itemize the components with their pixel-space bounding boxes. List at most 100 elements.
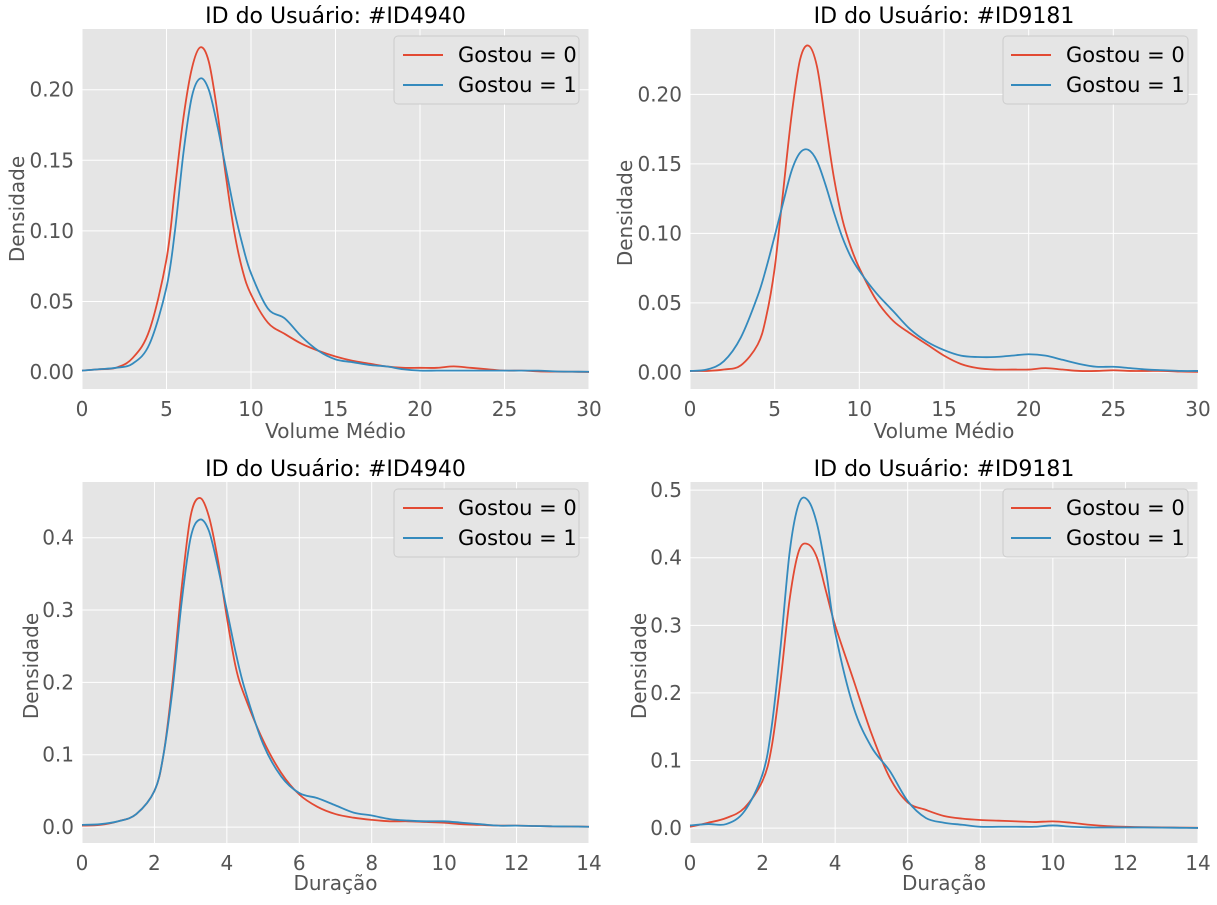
y-tick-label: 0.5 [650, 478, 682, 502]
density-line-series-1 [81, 77, 590, 373]
x-tick-label: 6 [901, 851, 914, 875]
x-axis-label: Volume Médio [874, 419, 1015, 443]
y-tick-label: 0.15 [637, 152, 682, 176]
x-tick-label: 15 [323, 397, 348, 421]
y-tick-label: 0.1 [650, 749, 682, 773]
subplot-duracao-id4940: 0 2 4 6 8 10 12 14 0.0 0.1 0.2 0.3 0.4 ID do Usuári… [19, 457, 602, 895]
y-tick-labels: 0.0 0.1 0.2 0.3 0.4 0.5 [650, 478, 682, 840]
x-tick-label: 30 [1185, 397, 1210, 421]
density-line-series-0 [81, 46, 590, 373]
legend-label-gostou-0: Gostou = 0 [458, 43, 577, 67]
x-tick-label: 30 [576, 397, 601, 421]
x-tick-label: 0 [684, 851, 697, 875]
x-tick-label: 20 [407, 397, 432, 421]
y-tick-label: 0.4 [42, 526, 74, 550]
subplot-volume-id4940: 0 5 10 15 20 25 30 0.00 0.05 0.10 0.15 0.20 ID do … [5, 4, 602, 443]
x-tick-label: 0 [76, 851, 89, 875]
x-tick-label: 8 [974, 851, 987, 875]
x-tick-label: 2 [148, 851, 161, 875]
density-lines [81, 497, 590, 828]
x-tick-label: 2 [756, 851, 769, 875]
density-lines [689, 44, 1199, 373]
y-axis-label: Densidade [19, 613, 43, 719]
y-tick-label: 0.15 [29, 148, 74, 172]
chart-title: ID do Usuário: #ID4940 [205, 457, 466, 482]
y-tick-label: 0.10 [637, 221, 682, 245]
density-line-series-1 [81, 518, 590, 828]
x-tick-label: 8 [365, 851, 378, 875]
y-tick-label: 0.1 [42, 743, 74, 767]
x-tick-label: 25 [492, 397, 517, 421]
legend: Gostou = 0 Gostou = 1 [1002, 488, 1189, 558]
legend: Gostou = 0 Gostou = 1 [393, 488, 580, 558]
grid-lines [81, 29, 590, 389]
legend-box [393, 35, 580, 105]
legend-label-gostou-0: Gostou = 0 [1066, 43, 1185, 67]
x-tick-label: 6 [293, 851, 306, 875]
legend-box [393, 488, 580, 558]
y-tick-label: 0.05 [637, 291, 682, 315]
legend-label-gostou-0: Gostou = 0 [1066, 496, 1185, 520]
y-tick-label: 0.3 [42, 598, 74, 622]
x-tick-label: 4 [829, 851, 842, 875]
x-tick-labels: 0 2 4 6 8 10 12 14 [684, 851, 1211, 875]
x-tick-label: 15 [931, 397, 956, 421]
x-tick-label: 20 [1016, 397, 1041, 421]
y-tick-label: 0.0 [42, 815, 74, 839]
legend-label-gostou-1: Gostou = 1 [1066, 73, 1185, 97]
y-tick-label: 0.2 [650, 681, 682, 705]
x-tick-label: 10 [847, 397, 872, 421]
y-tick-label: 0.10 [29, 219, 74, 243]
x-tick-label: 10 [1040, 851, 1065, 875]
density-line-series-0 [689, 542, 1199, 829]
y-tick-label: 0.2 [42, 670, 74, 694]
x-tick-label: 14 [1185, 851, 1210, 875]
chart-title: ID do Usuário: #ID9181 [814, 457, 1075, 482]
y-tick-label: 0.00 [29, 360, 74, 384]
x-tick-label: 5 [160, 397, 173, 421]
x-tick-label: 12 [504, 851, 529, 875]
x-tick-label: 25 [1101, 397, 1126, 421]
x-axis-label: Volume Médio [265, 419, 406, 443]
y-tick-labels: 0.00 0.05 0.10 0.15 0.20 [637, 82, 682, 384]
legend: Gostou = 0 Gostou = 1 [393, 35, 580, 105]
density-line-series-0 [689, 44, 1199, 373]
legend-box [1002, 488, 1189, 558]
chart-title: ID do Usuário: #ID9181 [814, 4, 1075, 29]
y-axis-label: Densidade [627, 613, 651, 719]
y-tick-labels: 0.0 0.1 0.2 0.3 0.4 [42, 526, 74, 839]
x-tick-label: 4 [220, 851, 233, 875]
y-tick-label: 0.4 [650, 546, 682, 570]
legend-label-gostou-1: Gostou = 1 [1066, 526, 1185, 550]
x-tick-labels: 0 2 4 6 8 10 12 14 [76, 851, 602, 875]
density-lines [81, 46, 590, 373]
y-tick-label: 0.3 [650, 613, 682, 637]
legend-label-gostou-1: Gostou = 1 [458, 73, 577, 97]
x-axis-label: Duração [902, 871, 986, 895]
x-tick-label: 5 [768, 397, 781, 421]
chart-title: ID do Usuário: #ID4940 [205, 4, 466, 29]
x-tick-label: 10 [238, 397, 263, 421]
y-tick-label: 0.00 [637, 360, 682, 384]
y-axis-label: Densidade [5, 156, 29, 262]
x-tick-labels: 0 5 10 15 20 25 30 [76, 397, 602, 421]
legend-label-gostou-0: Gostou = 0 [458, 496, 577, 520]
x-tick-label: 14 [576, 851, 601, 875]
legend-label-gostou-1: Gostou = 1 [458, 526, 577, 550]
legend: Gostou = 0 Gostou = 1 [1002, 35, 1189, 105]
density-line-series-1 [689, 496, 1199, 829]
subplot-volume-id9181: 0 5 10 15 20 25 30 0.00 0.05 0.10 0.15 0.20 ID do … [613, 4, 1211, 443]
y-tick-label: 0.20 [637, 82, 682, 106]
x-tick-labels: 0 5 10 15 20 25 30 [684, 397, 1211, 421]
x-tick-label: 0 [76, 397, 89, 421]
x-tick-label: 0 [684, 397, 697, 421]
density-line-series-1 [689, 148, 1199, 372]
y-axis-label: Densidade [613, 160, 637, 266]
y-tick-label: 0.05 [29, 289, 74, 313]
legend-box [1002, 35, 1189, 105]
x-axis-label: Duração [293, 871, 377, 895]
y-tick-label: 0.0 [650, 816, 682, 840]
y-tick-label: 0.20 [29, 78, 74, 102]
subplot-duracao-id9181: 0 2 4 6 8 10 12 14 0.0 0.1 0.2 0.3 0.4 0.5 ID do Usu… [627, 457, 1211, 895]
density-lines [689, 496, 1199, 829]
